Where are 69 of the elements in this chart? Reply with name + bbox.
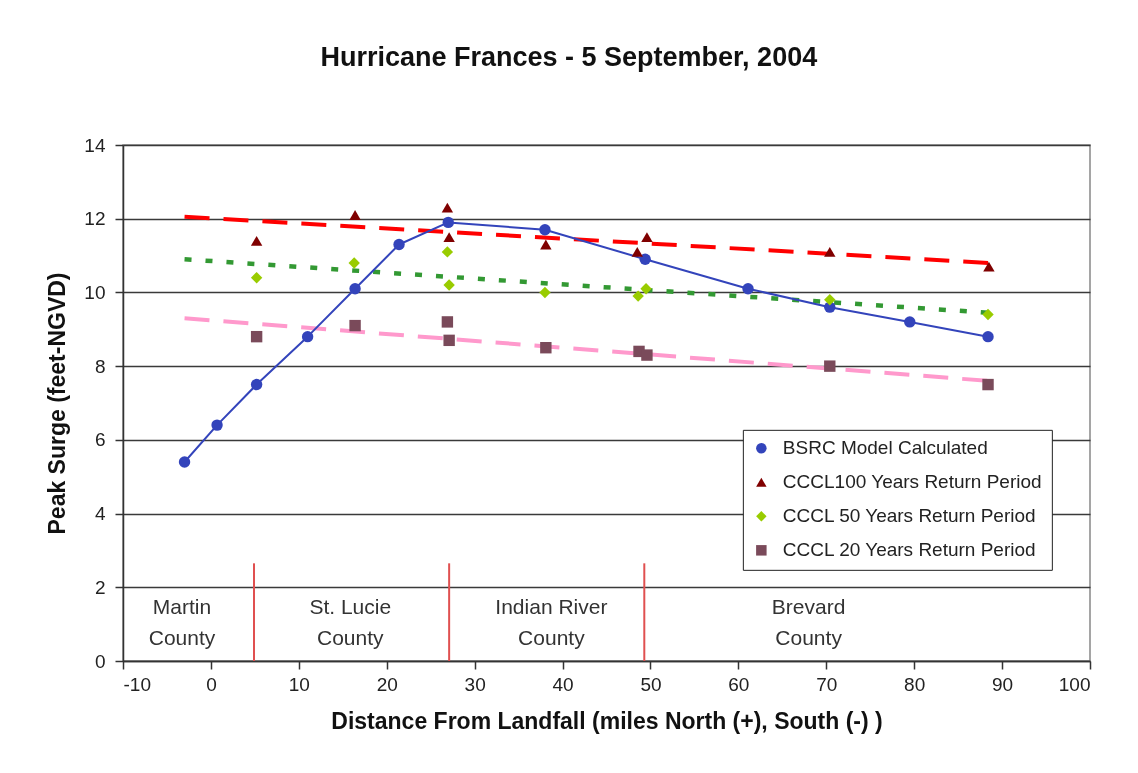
y-axis-title: Peak Surge (feet-NGVD) xyxy=(44,272,71,535)
point xyxy=(982,308,994,321)
x-tick-label: 20 xyxy=(376,673,398,695)
point xyxy=(301,330,314,343)
point xyxy=(540,239,552,250)
point xyxy=(631,246,643,257)
point xyxy=(443,279,455,291)
annotation: Brevard County xyxy=(771,594,846,649)
x-tick-label: 70 xyxy=(816,673,838,695)
y-tick-label: 6 xyxy=(94,429,106,451)
x-tick-label: 0 xyxy=(206,673,217,695)
point xyxy=(641,349,653,361)
x-tick-label: 30 xyxy=(464,673,486,695)
point xyxy=(441,202,454,213)
legend-label: CCCL 20 Years Return Period xyxy=(782,539,1036,561)
point xyxy=(348,257,360,269)
point xyxy=(250,271,263,284)
x-tick-label: 40 xyxy=(552,673,574,695)
point xyxy=(824,294,836,306)
point xyxy=(742,283,754,295)
x-tick-label: 100 xyxy=(1058,673,1091,695)
point xyxy=(824,246,836,257)
x-tick-label: -10 xyxy=(123,673,151,695)
legend-label: CCCL 50 Years Return Period xyxy=(782,505,1036,527)
x-tick-label: 80 xyxy=(904,673,926,695)
point xyxy=(640,283,652,295)
point xyxy=(441,316,454,328)
x-tick-label: 10 xyxy=(288,673,310,695)
point xyxy=(641,232,653,243)
y-tick-label: 0 xyxy=(94,650,106,672)
point xyxy=(178,456,191,468)
point xyxy=(250,378,263,391)
point xyxy=(393,238,405,251)
point xyxy=(442,216,454,229)
x-tick-label: 50 xyxy=(640,673,662,695)
x-tick-label: 60 xyxy=(728,673,750,695)
point xyxy=(539,224,551,236)
y-tick-label: 10 xyxy=(84,281,106,303)
point xyxy=(250,235,263,246)
point xyxy=(540,342,552,354)
point xyxy=(250,330,263,343)
chart-title: Hurricane Frances - 5 September, 2004 xyxy=(320,42,818,72)
point xyxy=(632,290,644,302)
point xyxy=(349,319,361,332)
annotation: Indian River County xyxy=(495,594,608,649)
y-tick-label: 8 xyxy=(94,355,106,377)
y-tick-label: 2 xyxy=(94,576,106,598)
point xyxy=(349,283,361,295)
y-tick-label: 4 xyxy=(94,503,106,525)
point xyxy=(211,419,223,431)
x-tick-label: 90 xyxy=(992,673,1014,695)
annotation: St. Lucie County xyxy=(309,594,392,649)
legend-label: BSRC Model Calculated xyxy=(782,437,988,459)
point xyxy=(349,210,361,220)
point xyxy=(983,261,995,272)
y-tick-label: 12 xyxy=(84,208,106,230)
point xyxy=(982,330,994,343)
annotation: Martin County xyxy=(148,594,216,649)
point xyxy=(904,316,916,328)
point xyxy=(982,378,994,391)
point xyxy=(824,360,836,372)
y-tick-label: 14 xyxy=(84,134,106,156)
legend-label: CCCL100 Years Return Period xyxy=(782,471,1042,493)
point xyxy=(443,232,455,243)
point xyxy=(639,253,651,265)
point xyxy=(443,334,455,347)
x-axis-title: Distance From Landfall (miles North (+), South (-) ) xyxy=(331,707,883,734)
point xyxy=(539,286,551,299)
point xyxy=(441,246,454,258)
